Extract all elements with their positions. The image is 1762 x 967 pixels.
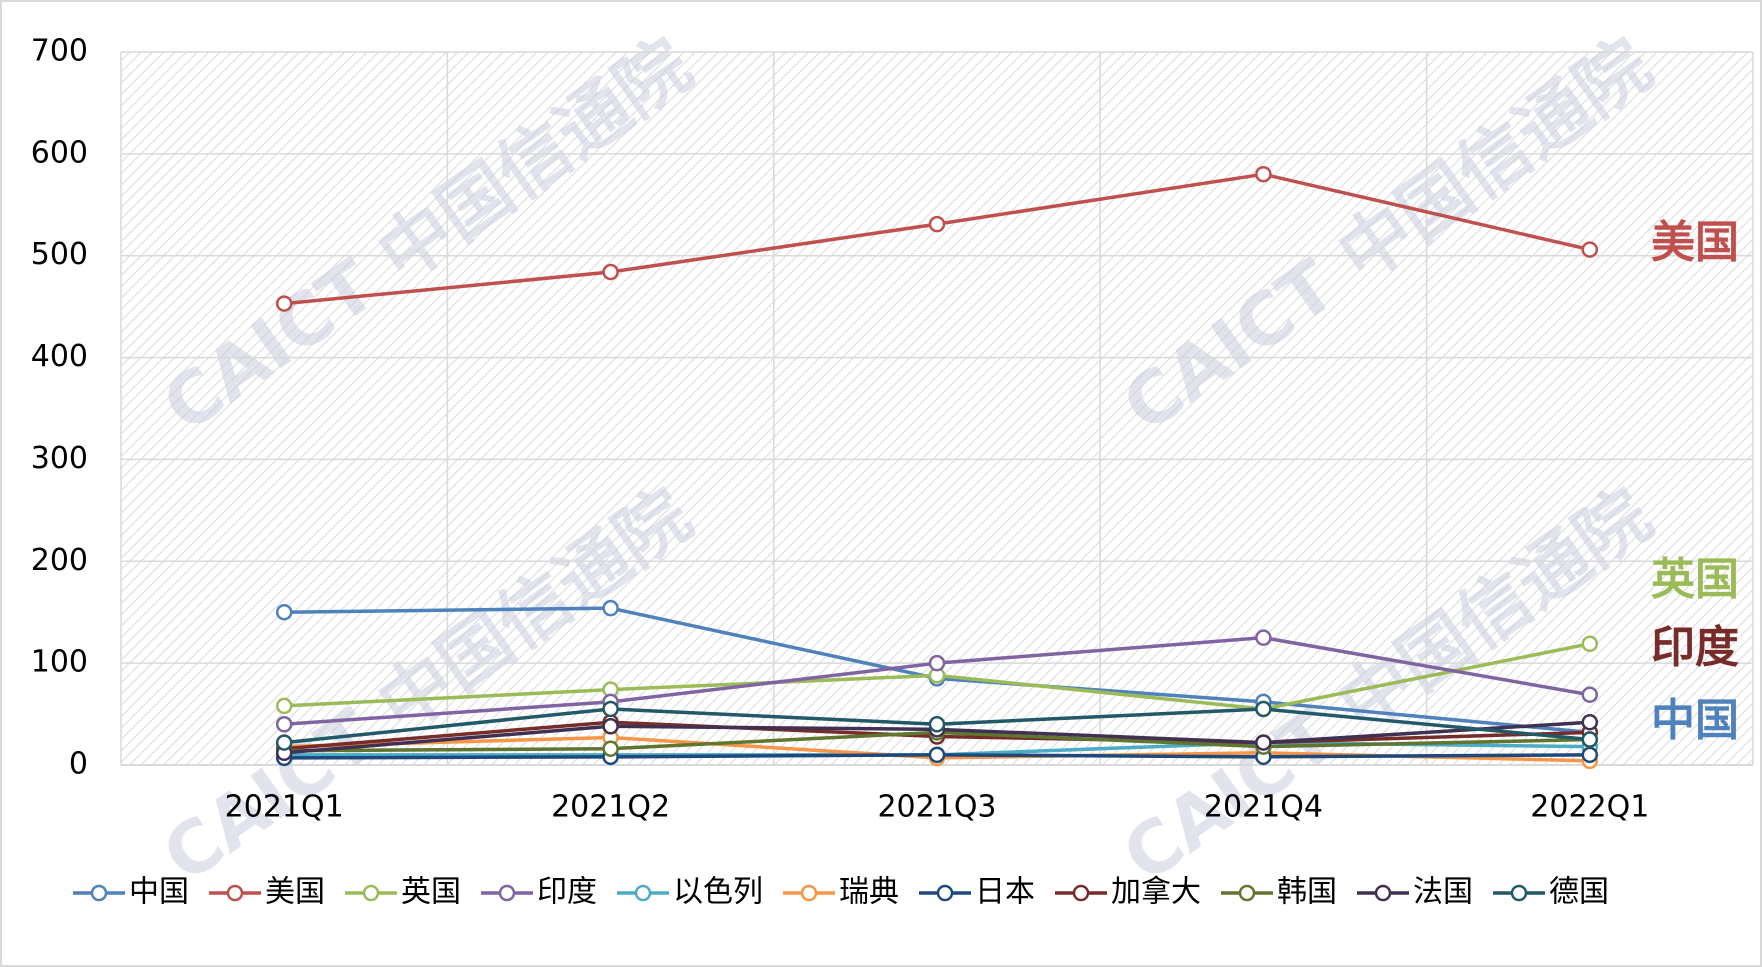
data-point bbox=[928, 746, 946, 764]
data-point bbox=[602, 718, 619, 735]
data-point bbox=[1581, 635, 1599, 653]
data-point bbox=[928, 215, 946, 233]
legend-label: 加拿大 bbox=[1111, 875, 1201, 910]
legend-label: 瑞典 bbox=[839, 875, 899, 910]
x-tick-label: 2021Q2 bbox=[551, 790, 670, 825]
y-tick-label: 500 bbox=[31, 237, 88, 272]
plot-area bbox=[121, 52, 1753, 765]
annotation: 英国 bbox=[1651, 554, 1739, 605]
y-tick-label: 400 bbox=[31, 339, 88, 374]
legend-label: 以色列 bbox=[673, 875, 763, 910]
legend-label: 法国 bbox=[1413, 875, 1473, 910]
data-point bbox=[275, 734, 293, 751]
data-point bbox=[1581, 731, 1599, 748]
data-point bbox=[1255, 165, 1272, 183]
data-point bbox=[928, 654, 946, 672]
y-tick-label: 0 bbox=[69, 747, 88, 782]
legend-marker bbox=[1374, 884, 1392, 902]
legend-label: 中国 bbox=[129, 875, 189, 910]
y-tick-label: 300 bbox=[31, 441, 88, 476]
y-tick-label: 100 bbox=[31, 645, 88, 680]
x-tick-label: 2021Q1 bbox=[225, 790, 344, 825]
annotation: 美国 bbox=[1651, 217, 1739, 268]
legend-marker bbox=[90, 884, 108, 902]
annotation: 印度 bbox=[1651, 622, 1739, 673]
y-tick-label: 200 bbox=[31, 543, 88, 578]
data-point bbox=[1255, 629, 1272, 646]
x-tick-label: 2021Q3 bbox=[877, 790, 996, 825]
legend-marker bbox=[1238, 884, 1256, 902]
legend-marker bbox=[634, 884, 652, 902]
data-point bbox=[275, 295, 293, 312]
data-point bbox=[275, 697, 293, 715]
legend-marker bbox=[362, 884, 380, 902]
legend-label: 韩国 bbox=[1277, 875, 1337, 910]
legend-label: 德国 bbox=[1549, 875, 1609, 910]
data-point bbox=[1255, 734, 1272, 751]
x-tick-label: 2022Q1 bbox=[1530, 790, 1649, 825]
legend-label: 英国 bbox=[401, 875, 461, 910]
data-point bbox=[1581, 241, 1599, 258]
data-point bbox=[602, 700, 619, 718]
legend-marker bbox=[1510, 884, 1528, 902]
data-point bbox=[1581, 713, 1599, 731]
annotation: 中国 bbox=[1651, 695, 1739, 746]
y-tick-label: 700 bbox=[31, 34, 88, 69]
data-point bbox=[602, 740, 619, 757]
data-point bbox=[1255, 700, 1272, 718]
legend-label: 美国 bbox=[265, 875, 325, 910]
legend-marker bbox=[800, 884, 818, 902]
data-point bbox=[928, 716, 946, 733]
data-point bbox=[1581, 686, 1599, 703]
x-tick-label: 2021Q4 bbox=[1204, 790, 1323, 825]
data-point bbox=[275, 603, 293, 621]
data-point bbox=[1581, 746, 1599, 764]
y-tick-label: 600 bbox=[31, 135, 88, 170]
data-point bbox=[602, 263, 619, 281]
legend-marker bbox=[1072, 884, 1090, 902]
legend-marker bbox=[226, 884, 244, 902]
data-point bbox=[275, 716, 293, 733]
data-point bbox=[602, 599, 619, 617]
legend-marker bbox=[498, 884, 516, 902]
legend-label: 日本 bbox=[975, 875, 1035, 910]
legend-marker bbox=[936, 884, 954, 902]
legend-label: 印度 bbox=[537, 875, 597, 910]
